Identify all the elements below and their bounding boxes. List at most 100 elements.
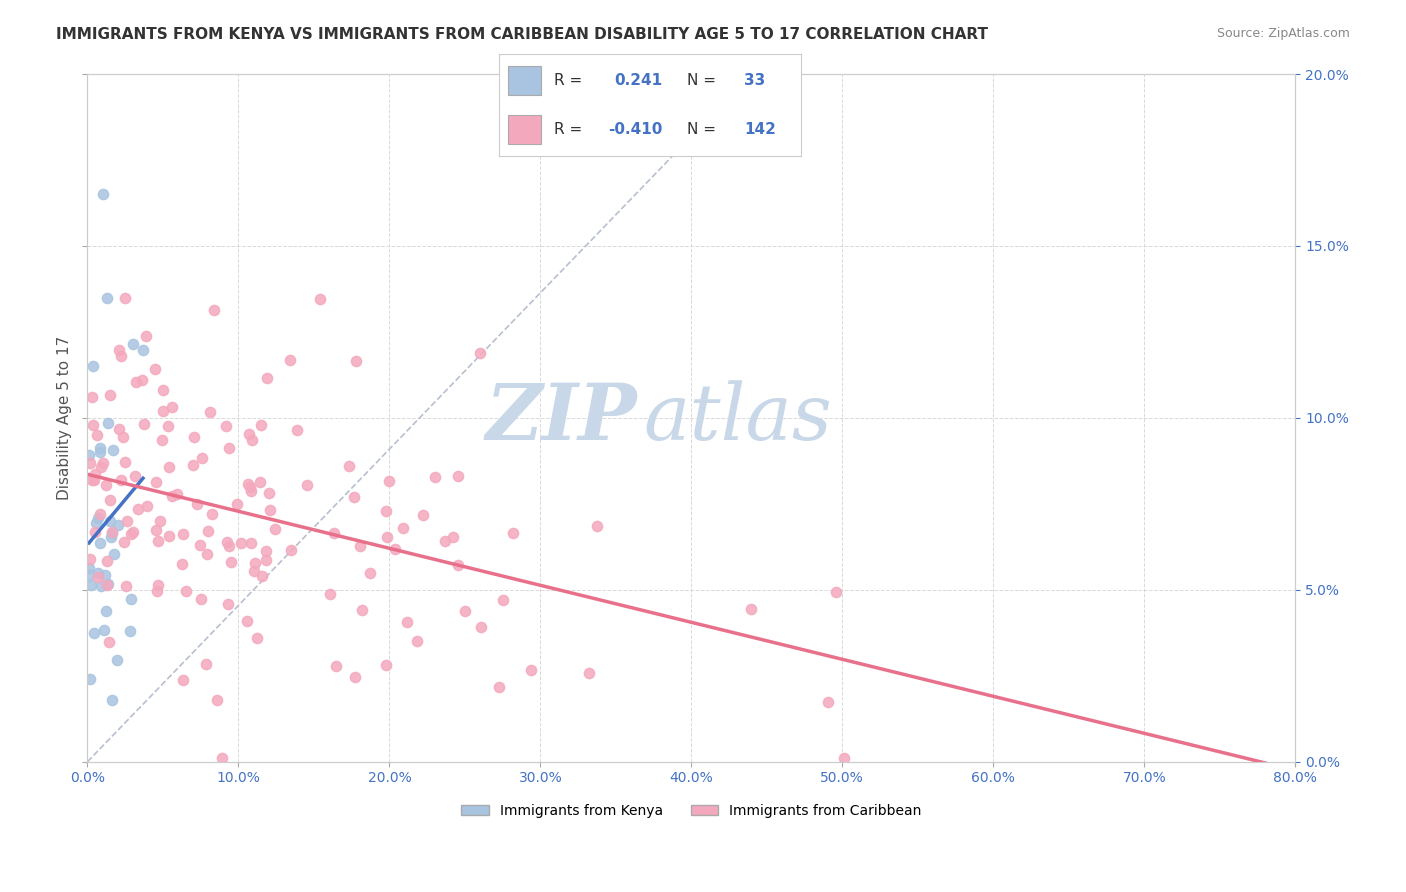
Point <box>488 680 510 694</box>
Point <box>337 458 360 473</box>
Point <box>108 343 131 357</box>
Point <box>101 525 124 540</box>
Point <box>215 535 238 549</box>
Point <box>280 353 302 368</box>
Point <box>157 460 180 475</box>
Point <box>198 405 221 419</box>
Point <box>468 345 491 359</box>
Text: -0.410: -0.410 <box>607 122 662 137</box>
Point <box>412 508 434 522</box>
Point <box>434 533 457 548</box>
Point <box>131 372 153 386</box>
Point <box>170 557 193 571</box>
Point <box>740 602 762 616</box>
Point <box>135 329 157 343</box>
Point <box>378 474 401 488</box>
Point <box>100 530 122 544</box>
Point <box>470 620 492 634</box>
Text: 33: 33 <box>744 72 765 87</box>
Point <box>221 555 243 569</box>
Point <box>118 624 141 638</box>
Point <box>254 544 277 558</box>
Point <box>181 458 204 472</box>
Legend: Immigrants from Kenya, Immigrants from Caribbean: Immigrants from Kenya, Immigrants from C… <box>456 798 928 823</box>
Point <box>195 547 218 561</box>
Point <box>166 486 188 500</box>
Point <box>80 578 103 592</box>
Point <box>250 568 273 582</box>
Point <box>115 579 138 593</box>
Point <box>132 417 155 431</box>
Text: 0.241: 0.241 <box>614 72 662 87</box>
Point <box>103 442 125 457</box>
Point <box>190 450 212 465</box>
Point <box>217 597 239 611</box>
Point <box>89 445 111 459</box>
Point <box>107 422 129 436</box>
Point <box>392 521 415 535</box>
Point <box>174 583 197 598</box>
Point <box>239 536 262 550</box>
Point <box>229 536 252 550</box>
Point <box>197 524 219 538</box>
Point <box>90 579 112 593</box>
Point <box>817 695 839 709</box>
Point <box>84 516 107 531</box>
Point <box>114 455 136 469</box>
Point <box>295 478 318 492</box>
Point <box>349 539 371 553</box>
Point <box>96 554 118 568</box>
Point <box>103 547 125 561</box>
Point <box>96 578 118 592</box>
Text: Source: ZipAtlas.com: Source: ZipAtlas.com <box>1216 27 1350 40</box>
Point <box>97 577 120 591</box>
Point <box>492 592 515 607</box>
Point <box>120 592 142 607</box>
Point <box>83 524 105 539</box>
Point <box>246 631 269 645</box>
Point <box>82 417 104 432</box>
Point <box>243 556 266 570</box>
Point <box>132 343 155 357</box>
Point <box>146 584 169 599</box>
Point <box>98 387 121 401</box>
Point <box>202 303 225 318</box>
FancyBboxPatch shape <box>508 115 541 144</box>
Point <box>249 417 271 432</box>
Point <box>188 538 211 552</box>
Point <box>86 428 108 442</box>
Point <box>125 375 148 389</box>
Point <box>285 423 308 437</box>
Point <box>374 657 396 672</box>
Point <box>160 400 183 414</box>
Point <box>98 493 121 508</box>
Point <box>172 673 194 687</box>
Point <box>240 433 263 447</box>
Point <box>201 508 224 522</box>
Point <box>145 523 167 537</box>
Point <box>105 653 128 667</box>
Point <box>344 670 367 684</box>
Point <box>375 504 398 518</box>
Point <box>87 566 110 580</box>
Point <box>98 635 121 649</box>
Point <box>218 442 240 456</box>
Point <box>423 469 446 483</box>
Point <box>107 517 129 532</box>
Point <box>359 566 381 580</box>
Point <box>395 615 418 630</box>
Point <box>405 633 427 648</box>
Point <box>87 511 110 525</box>
Point <box>83 626 105 640</box>
Point <box>350 602 373 616</box>
Text: 142: 142 <box>744 122 776 137</box>
Point <box>323 526 346 541</box>
Text: N =: N = <box>686 122 716 137</box>
Point <box>89 507 111 521</box>
Point <box>120 527 142 541</box>
Point <box>186 497 208 511</box>
Point <box>136 499 159 513</box>
Point <box>148 578 170 592</box>
Point <box>83 473 105 487</box>
Point <box>121 525 143 540</box>
